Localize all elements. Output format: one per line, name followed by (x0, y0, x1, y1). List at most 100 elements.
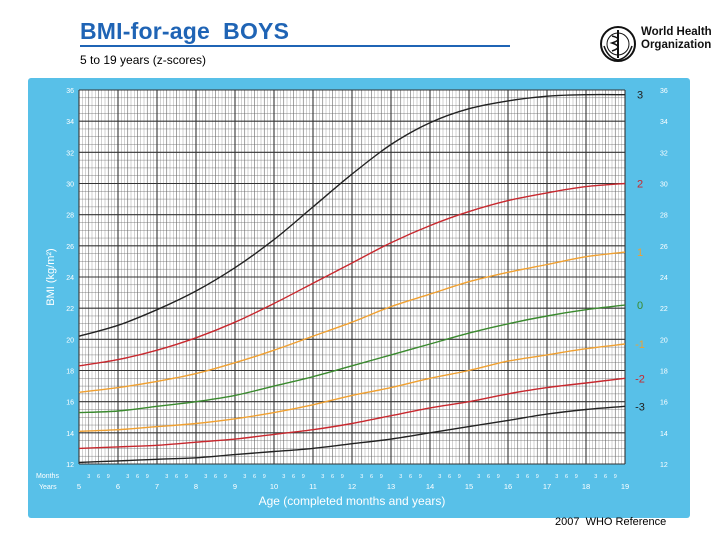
x-year-label: 11 (309, 482, 317, 491)
x-month-label: 9 (185, 474, 188, 480)
org-line-2: Organization (641, 39, 712, 51)
y-tick-label-right: 28 (660, 213, 668, 220)
x-month-label: 3 (204, 474, 207, 480)
chart-title: BMI-for-age BOYS (80, 18, 290, 44)
z-score-line-3 (78, 93, 626, 337)
x-month-label: 9 (107, 474, 110, 480)
org-line-1: World Health (641, 26, 712, 38)
z-score-label: 3 (637, 90, 643, 102)
x-month-label: 6 (565, 474, 568, 480)
y-tick-label: 28 (66, 213, 74, 220)
x-month-label: 3 (87, 474, 90, 480)
y-tick-label-right: 16 (660, 400, 668, 407)
y-tick-label: 14 (66, 431, 74, 438)
x-month-label: 3 (477, 474, 480, 480)
organization-name: World Health Organization (641, 26, 712, 52)
x-axis-label: Age (completed months and years) (259, 494, 446, 508)
y-tick-label: 16 (66, 400, 74, 407)
x-month-label: 9 (497, 474, 500, 480)
series-labels: 3 2 1 0 -1 -2 -3 (635, 90, 645, 414)
y-tick-label: 36 (66, 88, 74, 95)
z-score-label: -2 (635, 373, 645, 385)
x-month-label: 9 (302, 474, 305, 480)
x-year-label: 12 (348, 482, 356, 491)
x-year-label: 5 (77, 482, 81, 491)
y-tick-label: 22 (66, 306, 74, 313)
x-month-label: 6 (409, 474, 412, 480)
y-tick-label-right: 12 (660, 462, 668, 469)
y-tick-label-right: 32 (660, 150, 668, 157)
y-axis-label: BMI (kg/m²) (45, 248, 57, 305)
z-score-line--2 (78, 377, 626, 450)
x-month-label: 6 (292, 474, 295, 480)
grid-major (78, 89, 626, 465)
y-tick-label: 30 (66, 182, 74, 189)
x-month-label: 3 (516, 474, 519, 480)
x-month-label: 3 (321, 474, 324, 480)
x-month-label: 9 (575, 474, 578, 480)
y-ticks-left: 12 14 16 18 20 22 24 26 28 30 32 34 36 (66, 88, 74, 469)
z-score-label: 0 (637, 300, 643, 312)
z-score-line-2 (78, 182, 626, 367)
x-month-label: 6 (214, 474, 217, 480)
z-score-line-0 (78, 304, 626, 414)
z-score-line--3 (78, 405, 626, 464)
y-tick-label: 24 (66, 275, 74, 282)
y-tick-label: 20 (66, 337, 74, 344)
x-year-label: 18 (582, 482, 590, 491)
years-row-label: Years (39, 484, 57, 491)
x-year-label: 10 (270, 482, 278, 491)
x-month-label: 3 (594, 474, 597, 480)
z-score-label: -3 (635, 401, 645, 413)
y-tick-label-right: 30 (660, 182, 668, 189)
x-year-label: 6 (116, 482, 120, 491)
who-emblem-icon (600, 26, 636, 62)
y-ticks-right: 12 14 16 18 20 22 24 26 28 30 32 34 36 (660, 88, 668, 469)
x-month-label: 9 (224, 474, 227, 480)
x-month-label: 6 (331, 474, 334, 480)
y-tick-label-right: 22 (660, 306, 668, 313)
y-tick-label-right: 36 (660, 88, 668, 95)
x-month-label: 3 (165, 474, 168, 480)
x-month-label: 6 (526, 474, 529, 480)
x-year-label: 8 (194, 482, 198, 491)
y-tick-label: 12 (66, 462, 74, 469)
z-score-line--1 (78, 343, 626, 432)
x-month-label: 6 (97, 474, 100, 480)
x-month-label: 3 (438, 474, 441, 480)
x-year-label: 13 (387, 482, 395, 491)
x-month-label: 9 (458, 474, 461, 480)
x-month-label: 9 (263, 474, 266, 480)
y-tick-label-right: 18 (660, 369, 668, 376)
x-month-label: 6 (370, 474, 373, 480)
x-month-label: 3 (282, 474, 285, 480)
y-tick-label: 26 (66, 244, 74, 251)
x-year-label: 17 (543, 482, 551, 491)
x-month-label: 9 (380, 474, 383, 480)
x-month-label: 3 (126, 474, 129, 480)
x-month-label: 9 (419, 474, 422, 480)
reference-note: 2007 WHO Reference (555, 516, 667, 528)
x-year-label: 19 (621, 482, 629, 491)
z-score-label: 1 (637, 247, 643, 259)
y-tick-label: 32 (66, 150, 74, 157)
x-month-label: 6 (487, 474, 490, 480)
z-score-line-1 (78, 251, 626, 393)
x-month-label: 6 (253, 474, 256, 480)
x-month-label: 6 (175, 474, 178, 480)
chart-subtitle: 5 to 19 years (z-scores) (80, 53, 207, 67)
months-row-label: Months (36, 473, 59, 480)
x-month-label: 3 (555, 474, 558, 480)
x-month-label: 6 (448, 474, 451, 480)
x-month-label: 9 (341, 474, 344, 480)
z-score-label: -1 (635, 339, 645, 351)
x-year-label: 7 (155, 482, 159, 491)
y-tick-label-right: 14 (660, 431, 668, 438)
x-month-label: 9 (536, 474, 539, 480)
x-month-label: 3 (243, 474, 246, 480)
x-month-label: 3 (399, 474, 402, 480)
y-tick-label-right: 20 (660, 337, 668, 344)
y-tick-label-right: 24 (660, 275, 668, 282)
